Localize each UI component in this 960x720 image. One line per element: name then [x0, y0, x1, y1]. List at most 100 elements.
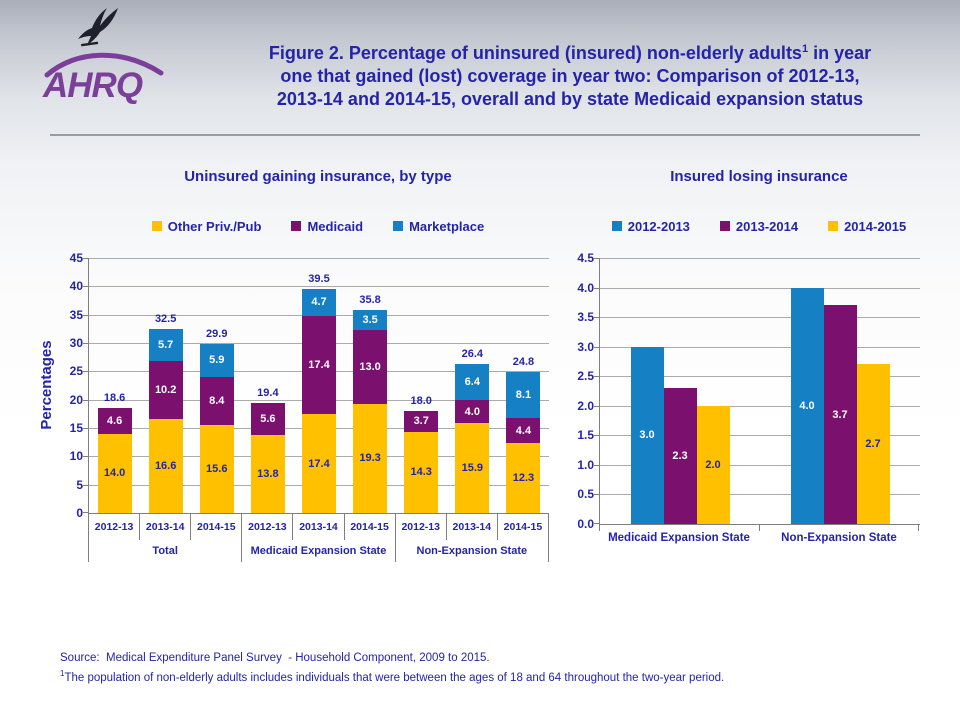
gridline: [89, 258, 549, 259]
bar-segment: [506, 372, 541, 419]
chart-left-title: Uninsured gaining insurance, by type: [184, 168, 452, 185]
y-axis-title: Percentages: [38, 340, 55, 430]
chart-right-x-axis: Medicaid Expansion State Non-Expansion St…: [599, 525, 919, 551]
bar-value-label: 17.4: [308, 359, 330, 372]
gridline: [600, 376, 920, 378]
bar-value-label: 14.0: [103, 467, 126, 480]
x-group-label: Non-Expansion State: [396, 540, 549, 562]
gridline: [600, 317, 920, 319]
bar-value-label: 4.0: [799, 399, 815, 412]
bar-value-label: 3.0: [639, 429, 655, 442]
bar-value-label: 16.6: [154, 459, 177, 472]
y-tick-label: 20: [69, 392, 83, 407]
bar-value-label: 13.8: [257, 467, 279, 480]
bar-segment: [455, 422, 490, 513]
y-tick-label: 2.0: [577, 398, 594, 413]
y-axis-tick: [594, 405, 600, 407]
gridline: [600, 346, 920, 348]
chart-right-legend: 2012-2013 2013-2014 2014-2015: [599, 218, 919, 234]
x-year-row: 2012-13 2013-14 2014-15 2012-13 2013-14 2014-…: [89, 514, 549, 540]
chart-right-plot-wrap: 0.0 0.5 1.0 1.5 2.0 2.5 3.0 3.5 4.0 4.5 3.0 2.3 2.0 4…: [577, 251, 920, 551]
x-category-label: Non-Expansion State: [781, 532, 897, 544]
y-tick-label: 1.0: [577, 457, 594, 472]
y-axis-tick: [83, 371, 89, 373]
legend-swatch-icon: [151, 221, 162, 231]
bar-total-label: 26.4: [461, 347, 484, 360]
x-year-label: 2014-15: [498, 514, 549, 540]
y-tick-label: 25: [69, 364, 83, 379]
bar-segment: [455, 400, 490, 423]
gridline: [89, 286, 549, 288]
y-axis-tick: [594, 287, 600, 289]
title-text: Figure 2. Percentage of uninsured (insur…: [268, 43, 802, 63]
bar-segment: [148, 328, 183, 362]
footnote-superscript: 1: [60, 669, 65, 678]
bar-segment: [199, 377, 234, 425]
bar-total-label: 35.8: [359, 294, 381, 307]
figure-title-line3: 2013-14 and 2014-15, overall and by stat…: [276, 89, 864, 109]
y-axis-tick: [83, 399, 89, 401]
bar-value-label: 13.0: [359, 360, 381, 373]
bar-value-label: 12.3: [512, 472, 535, 485]
y-tick-label: 4.0: [577, 280, 594, 295]
legend-item: Medicaid: [291, 219, 363, 234]
bar-segment: [199, 424, 234, 513]
figure-title-line2: one that gained (lost) coverage in year …: [280, 66, 860, 86]
bar-value-label: 19.3: [359, 452, 381, 465]
y-axis-tick: [83, 343, 89, 344]
chart-right-title: Insured losing insurance: [670, 168, 848, 185]
y-tick-label: 45: [69, 251, 83, 265]
header-separator: [50, 134, 920, 136]
gridline: [600, 494, 920, 496]
bar-value-label: 2.7: [865, 438, 881, 451]
x-year-label: 2013-14: [293, 514, 345, 540]
y-axis-tick: [594, 494, 600, 496]
footnote-text: The population of non-elderly adults inc…: [64, 671, 725, 684]
x-group-label: Total: [89, 540, 243, 562]
y-tick-label: 40: [69, 279, 83, 294]
bar-value-label: 10.2: [154, 384, 177, 397]
bar-segment: [353, 329, 388, 404]
y-axis-tick: [83, 286, 89, 288]
ahrq-wordmark: AHRQ: [42, 52, 164, 104]
legend-item: Other Priv./Pub: [151, 219, 261, 234]
x-year-label: 2012-13: [89, 514, 141, 540]
bar-value-label: 3.5: [362, 314, 378, 327]
bar-segment: [250, 403, 285, 435]
bar-value-label: 2.3: [672, 450, 688, 463]
y-tick-label: 5: [76, 477, 83, 492]
bar-segment: [97, 407, 132, 434]
legend-label: Medicaid: [307, 218, 364, 234]
legend-swatch-icon: [719, 221, 730, 231]
legend-label: 2013-2014: [735, 218, 799, 234]
x-year-label: 2012-13: [396, 514, 447, 540]
bar-segment: [302, 414, 336, 513]
bar-segment: [148, 418, 183, 513]
chart-insured-losing: Insured losing insurance 2012-2013 2013-2…: [565, 168, 941, 551]
y-tick-label: 3.0: [577, 339, 594, 354]
gridline: [600, 405, 920, 407]
chart-uninsured-gaining: Uninsured gaining insurance, by type Oth…: [38, 168, 550, 562]
legend-swatch-icon: [828, 221, 839, 231]
bar-value-label: 5.6: [260, 412, 276, 425]
y-tick-label: 0: [76, 506, 83, 520]
legend-label: Marketplace: [409, 218, 485, 234]
bar-value-label: 6.4: [464, 376, 480, 389]
legend-item: Marketplace: [393, 219, 484, 234]
figure-title: Figure 2. Percentage of uninsured (insur…: [215, 38, 925, 111]
bar-segment: [199, 343, 234, 377]
legend-swatch-icon: [611, 221, 622, 231]
bar-total-label: 19.4: [257, 387, 279, 400]
y-axis-tick: [594, 317, 600, 319]
bar-total-label: 18.6: [103, 391, 126, 404]
footer: Source: Medical Expenditure Panel Survey…: [60, 650, 920, 686]
bar-segment: [148, 361, 183, 419]
gridline: [600, 258, 920, 259]
title-text: in year: [808, 43, 872, 63]
bar-value-label: 5.7: [158, 338, 174, 351]
y-tick-label: 35: [69, 307, 83, 322]
y-tick-label: 0.5: [577, 487, 594, 502]
gridline: [600, 464, 920, 466]
bar: [823, 305, 857, 524]
bar-total-label: 24.8: [512, 356, 535, 369]
